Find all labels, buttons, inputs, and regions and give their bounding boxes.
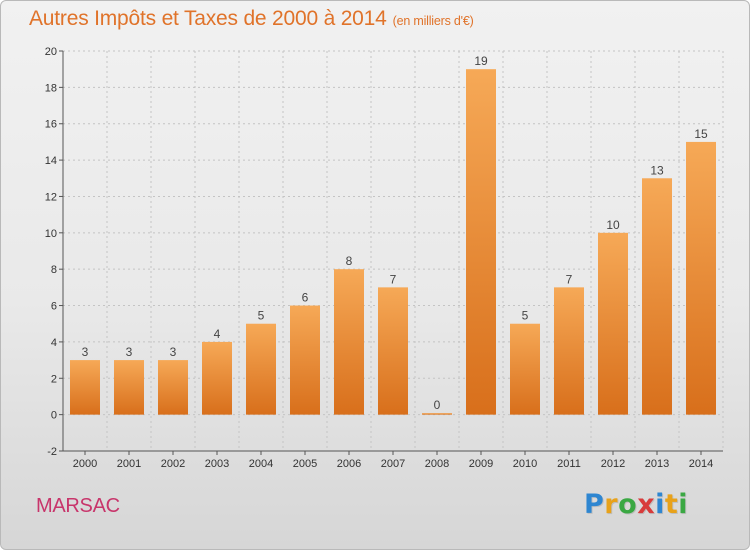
y-tick-label: 18: [45, 82, 57, 94]
bar: [70, 360, 100, 415]
x-tick-label: 2009: [469, 458, 493, 470]
data-label: 3: [82, 345, 89, 359]
bar: [246, 323, 276, 415]
y-tick-label: 2: [51, 373, 57, 385]
data-label: 5: [522, 309, 529, 323]
bar: [598, 232, 628, 415]
data-label: 10: [606, 218, 620, 232]
x-tick-label: 2002: [161, 458, 185, 470]
logo-letter: x: [637, 489, 656, 520]
bar: [378, 287, 408, 415]
y-tick-label: 4: [51, 337, 57, 349]
x-tick-label: 2004: [249, 458, 273, 470]
x-tick-label: 2010: [513, 458, 537, 470]
labels: -2 0 2 4 6 8 10 12 14 16 18 20 3 2000 3 2001 3 2002 4 2003 5…: [45, 46, 713, 470]
y-tick-label: 20: [45, 46, 57, 58]
logo-letter: i: [678, 489, 689, 520]
y-tick-label: -2: [47, 446, 57, 458]
chart-title: Autres Impôts et Taxes de 2000 à 2014 (en…: [29, 7, 474, 31]
x-tick-label: 2012: [601, 458, 625, 470]
axes: [59, 50, 723, 455]
y-tick-label: 10: [45, 228, 57, 240]
logo-letter: P: [584, 489, 605, 520]
data-label: 6: [302, 291, 309, 305]
data-label: 5: [258, 309, 265, 323]
bar: [334, 269, 364, 415]
bar: [510, 323, 540, 415]
bar: [422, 413, 452, 415]
proxiti-logo: Proxiti: [584, 489, 688, 520]
y-tick-label: 12: [45, 191, 57, 203]
x-tick-label: 2008: [425, 458, 449, 470]
bar: [290, 305, 320, 415]
logo-letter: r: [604, 489, 619, 520]
commune-name: MARSAC: [36, 495, 120, 517]
y-tick-label: 14: [45, 155, 57, 167]
logo-letter: i: [655, 489, 665, 520]
bar: [642, 178, 672, 415]
bar: [554, 287, 584, 415]
x-tick-label: 2014: [689, 458, 713, 470]
chart-title-text: Autres Impôts et Taxes de 2000 à 2014: [29, 7, 387, 30]
y-tick-label: 16: [45, 119, 57, 131]
y-tick-label: 6: [51, 301, 57, 313]
data-label: 13: [650, 163, 664, 177]
bar: [158, 360, 188, 415]
x-tick-label: 2011: [557, 458, 581, 470]
data-label: 3: [170, 345, 177, 359]
bar: [686, 141, 716, 415]
data-label: 3: [126, 345, 133, 359]
data-label: 19: [474, 54, 488, 68]
x-tick-label: 2005: [293, 458, 317, 470]
x-tick-label: 2000: [73, 458, 97, 470]
y-tick-label: 8: [51, 264, 57, 276]
data-label: 15: [694, 127, 708, 141]
y-tick-label: 0: [51, 410, 57, 422]
data-label: 0: [434, 398, 441, 412]
bar: [114, 360, 144, 415]
data-label: 7: [390, 272, 397, 286]
x-tick-label: 2013: [645, 458, 669, 470]
x-tick-label: 2006: [337, 458, 361, 470]
bar: [466, 69, 496, 415]
data-label: 7: [566, 272, 573, 286]
bar: [202, 341, 232, 415]
x-tick-label: 2003: [205, 458, 229, 470]
bars: [70, 69, 716, 415]
chart-subtitle: (en milliers d'€): [392, 14, 474, 28]
x-tick-label: 2007: [381, 458, 405, 470]
logo-letter: o: [618, 489, 638, 520]
x-tick-label: 2001: [117, 458, 141, 470]
data-label: 8: [346, 254, 353, 268]
data-label: 4: [214, 327, 221, 341]
logo-letter: t: [664, 489, 679, 520]
